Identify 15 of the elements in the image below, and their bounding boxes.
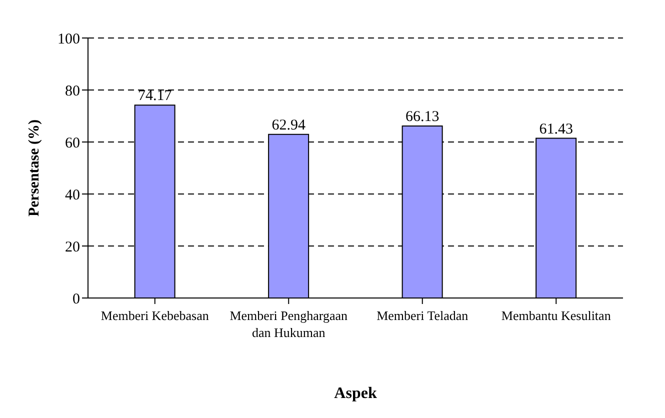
x-axis-title: Aspek xyxy=(334,385,377,402)
data-label: 61.43 xyxy=(539,121,573,138)
y-tick-label: 80 xyxy=(65,83,80,100)
x-tick-label: Memberi Teladan xyxy=(376,308,469,323)
y-tick-label: 20 xyxy=(65,239,80,256)
x-tick-label: Memberi Kebebasan xyxy=(100,308,210,323)
y-tick-label: 0 xyxy=(72,291,80,308)
y-tick-label: 40 xyxy=(65,187,80,204)
x-tick-label: Membantu Kesulitan xyxy=(501,308,612,323)
y-axis-title: Persentase (%) xyxy=(26,119,42,217)
y-tick-label: 100 xyxy=(58,31,80,48)
y-tick-label: 60 xyxy=(65,135,80,152)
data-label: 66.13 xyxy=(405,109,440,126)
data-label: 62.94 xyxy=(272,117,306,134)
x-tick-label: Memberi Penghargaan dan Hukuman xyxy=(230,308,348,340)
